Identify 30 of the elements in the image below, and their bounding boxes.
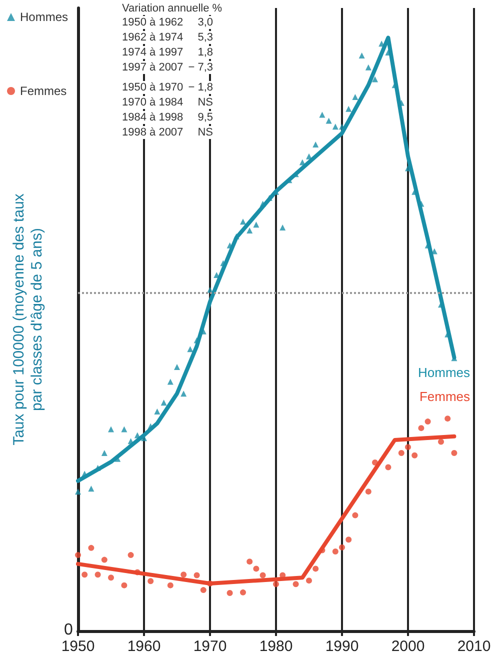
annotation: NS xyxy=(198,126,213,138)
annotation: 5,3 xyxy=(198,32,214,44)
annotation: 1974 à 1997 xyxy=(122,46,184,58)
text: Variation annuelle % xyxy=(122,2,222,14)
legend-label: Hommes xyxy=(20,10,68,24)
annotation: − 1,8 xyxy=(188,82,214,94)
x-tick-label: 2010 xyxy=(457,638,491,655)
text: 1950 à 1962 xyxy=(122,16,184,28)
annotation: NS xyxy=(198,96,213,108)
x-tick-label: 1950 xyxy=(61,638,95,655)
x-tick-label: 1960 xyxy=(127,638,161,655)
annotation: Femmes xyxy=(419,389,470,404)
annotation: 1998 à 2007 xyxy=(122,126,184,138)
text: 3,0 xyxy=(198,16,214,28)
annotation: 1,8 xyxy=(198,46,214,58)
annotation: 1984 à 1998 xyxy=(122,112,184,124)
legend-label: Femmes xyxy=(20,84,67,98)
annotation: 1950 à 1970 xyxy=(122,82,184,94)
annotation: 1997 à 2007 xyxy=(122,62,184,74)
annotation: 9,5 xyxy=(198,112,214,124)
text: 0 xyxy=(64,622,73,638)
annotation: − 7,3 xyxy=(188,62,214,74)
annotation: 1970 à 1984 xyxy=(122,96,184,108)
x-tick-label: 1980 xyxy=(259,638,293,655)
annotation: Hommes xyxy=(418,365,470,380)
annotation: 1962 à 1974 xyxy=(122,32,184,44)
y-axis-title: Taux pour 100000 (moyenne des taux par classes d'âge de 5 ans) xyxy=(10,193,46,446)
x-tick-label: 2000 xyxy=(391,638,425,655)
x-tick-label: 1970 xyxy=(193,638,227,655)
x-tick-label: 1990 xyxy=(325,638,359,655)
